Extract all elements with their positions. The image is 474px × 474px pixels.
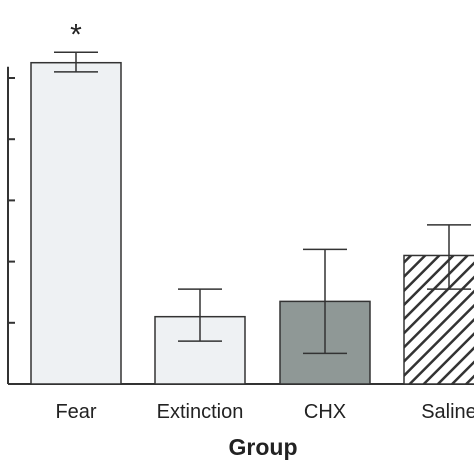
x-axis-label: Group [229, 434, 298, 460]
x-tick-label: Fear [55, 401, 96, 423]
error-bars [54, 51, 471, 355]
significance-marker: * [70, 18, 82, 51]
bar-fear [30, 61, 122, 385]
x-tick-label: Extinction [157, 401, 244, 423]
x-tick-label: CHX [304, 401, 346, 423]
bar-saline [403, 254, 474, 385]
tick-labels: Fear * Extinction CHX Saline [55, 18, 474, 423]
x-tick-label: Saline [421, 401, 474, 423]
bars [30, 61, 474, 385]
